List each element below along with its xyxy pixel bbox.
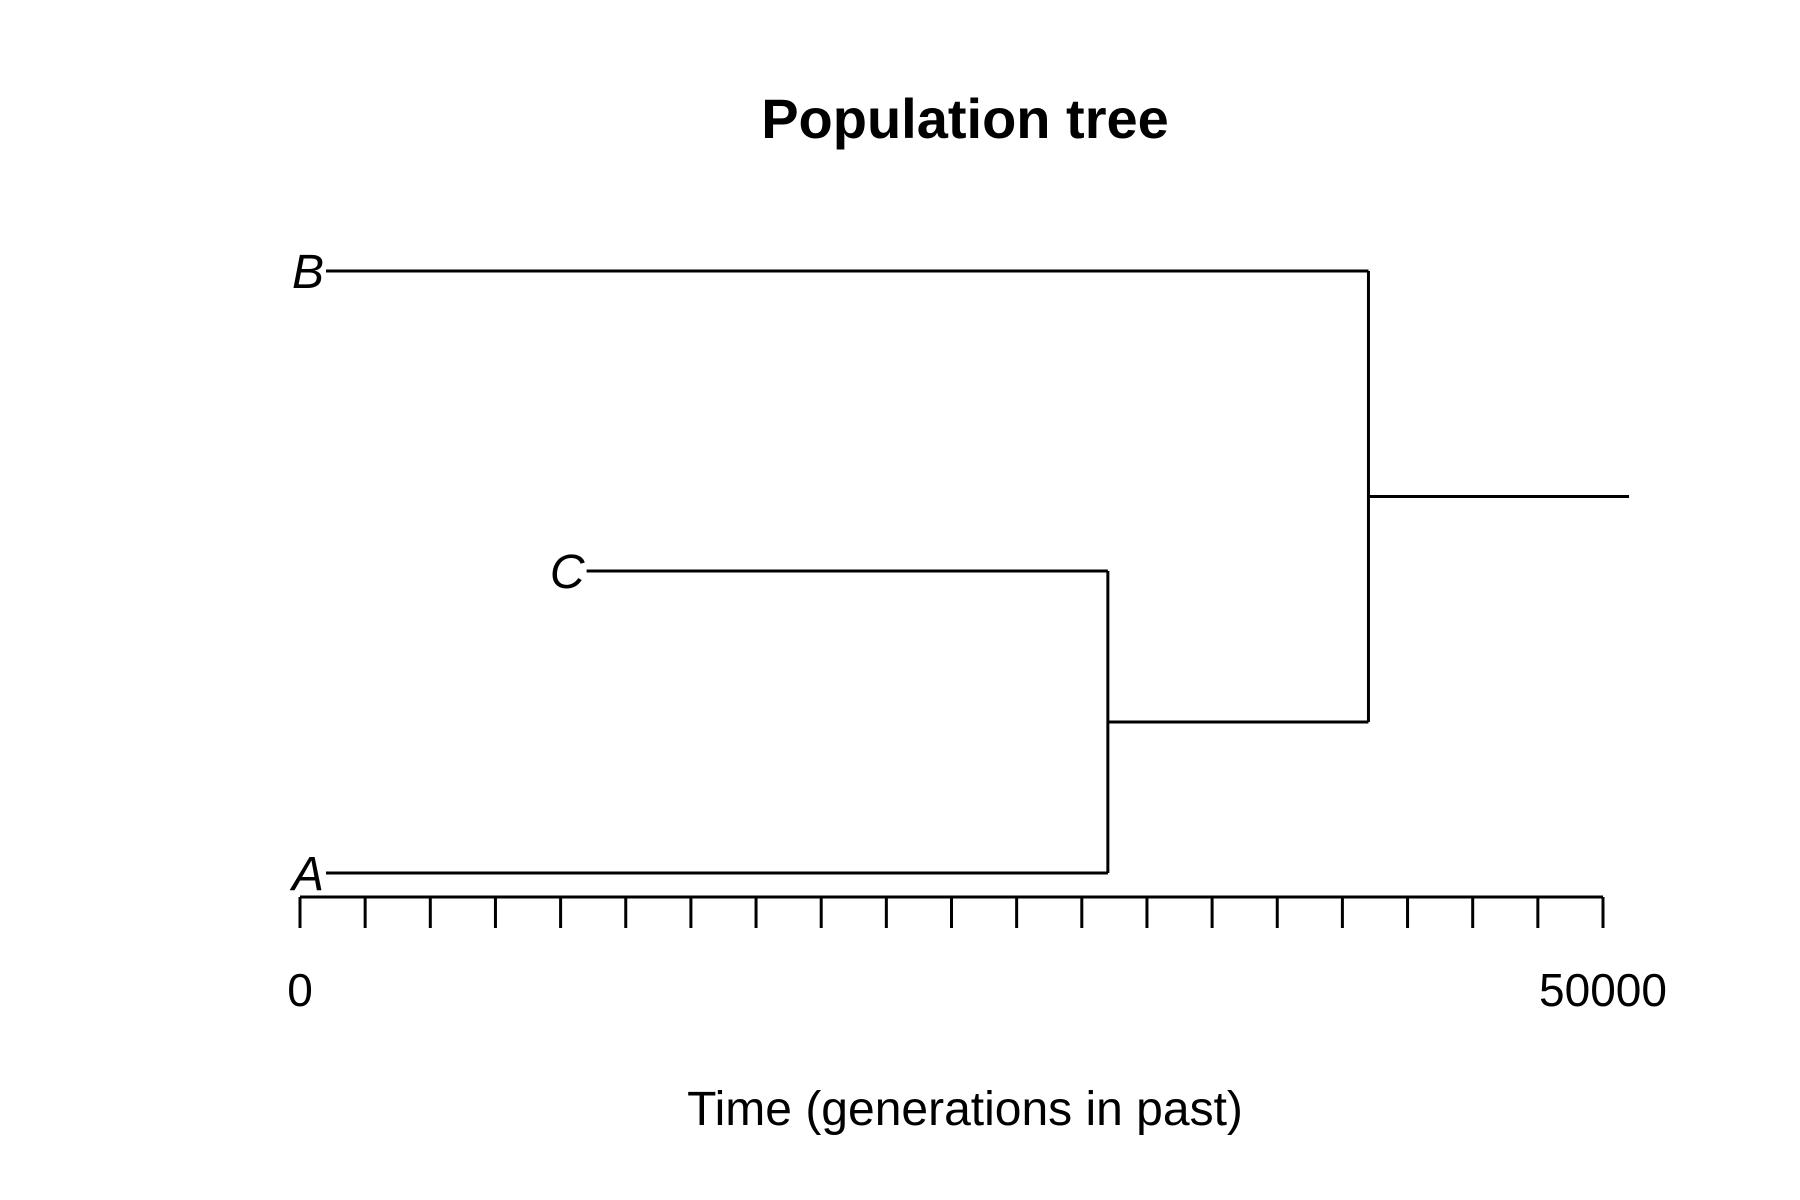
x-axis-label: Time (generations in past) (687, 1083, 1243, 1136)
tree-branches (326, 269, 1630, 875)
tip-labels: B C A (289, 246, 585, 901)
tick-label-max: 50000 (1539, 964, 1667, 1016)
chart-title: Population tree (761, 87, 1169, 150)
time-axis: 0 50000 (287, 895, 1667, 1016)
tip-label-B: B (292, 246, 324, 299)
tip-label-A: A (289, 848, 324, 901)
tip-label-C: C (550, 546, 585, 599)
tick-label-min: 0 (287, 964, 313, 1016)
